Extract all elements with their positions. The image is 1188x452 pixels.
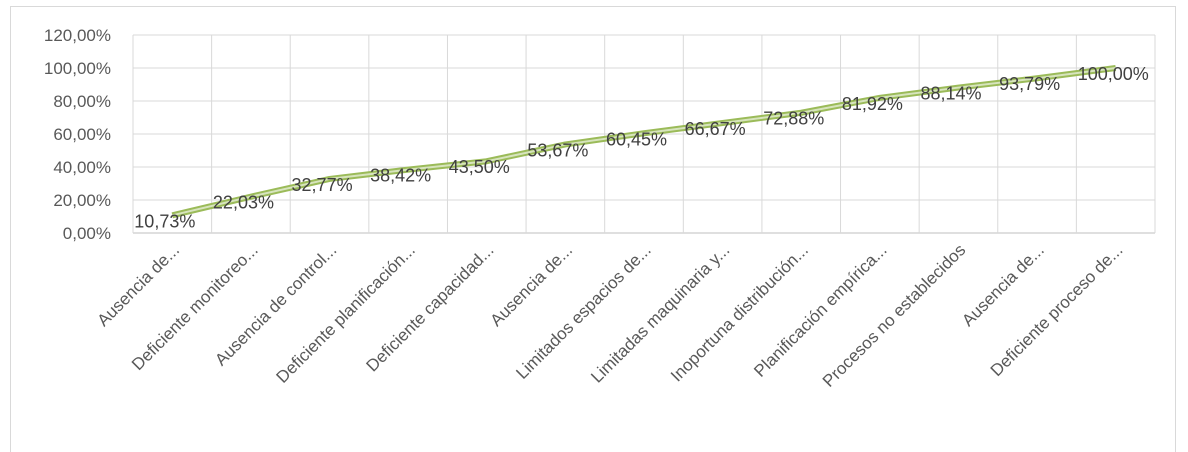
y-tick-label: 40,00% bbox=[53, 158, 111, 177]
data-label: 22,03% bbox=[213, 193, 274, 213]
x-tick-label: Limitados espacios de... bbox=[512, 240, 654, 382]
chart-frame bbox=[10, 6, 1176, 452]
data-label: 32,77% bbox=[292, 175, 353, 195]
y-tick-label: 80,00% bbox=[53, 92, 111, 111]
data-label: 88,14% bbox=[920, 84, 981, 104]
data-label: 81,92% bbox=[842, 94, 903, 114]
data-label: 66,67% bbox=[685, 119, 746, 139]
x-tick-label: Deficiente proceso de... bbox=[987, 240, 1127, 380]
series-line-highlight bbox=[172, 67, 1116, 217]
y-tick-label: 100,00% bbox=[44, 59, 111, 78]
data-label: 53,67% bbox=[527, 140, 588, 160]
y-tick-label: 120,00% bbox=[44, 26, 111, 45]
data-label: 38,42% bbox=[370, 166, 431, 186]
data-label: 100,00% bbox=[1078, 64, 1149, 84]
x-tick-label: Ausencia de... bbox=[94, 240, 184, 330]
x-tick-label: Ausencia de... bbox=[958, 240, 1048, 330]
x-tick-label: Deficiente capacidad... bbox=[363, 240, 498, 375]
x-tick-label: Planificación empírica... bbox=[750, 240, 890, 380]
data-label: 43,50% bbox=[449, 157, 510, 177]
data-label: 60,45% bbox=[606, 129, 667, 149]
x-tick-label: Inoportuna distribución... bbox=[667, 240, 812, 385]
x-tick-label: Procesos no establecidos bbox=[819, 240, 969, 390]
y-tick-label: 0,00% bbox=[63, 224, 111, 243]
x-tick-label: Ausencia de... bbox=[487, 240, 577, 330]
x-tick-label: Deficiente monitoreo... bbox=[128, 240, 262, 374]
y-tick-label: 60,00% bbox=[53, 125, 111, 144]
data-label: 72,88% bbox=[763, 109, 824, 129]
x-tick-label: Deficiente planificación... bbox=[273, 240, 419, 386]
x-tick-label: Limitadas maquinaria y... bbox=[587, 240, 733, 386]
y-tick-label: 20,00% bbox=[53, 191, 111, 210]
data-label: 93,79% bbox=[999, 74, 1060, 94]
data-label: 10,73% bbox=[134, 211, 195, 231]
